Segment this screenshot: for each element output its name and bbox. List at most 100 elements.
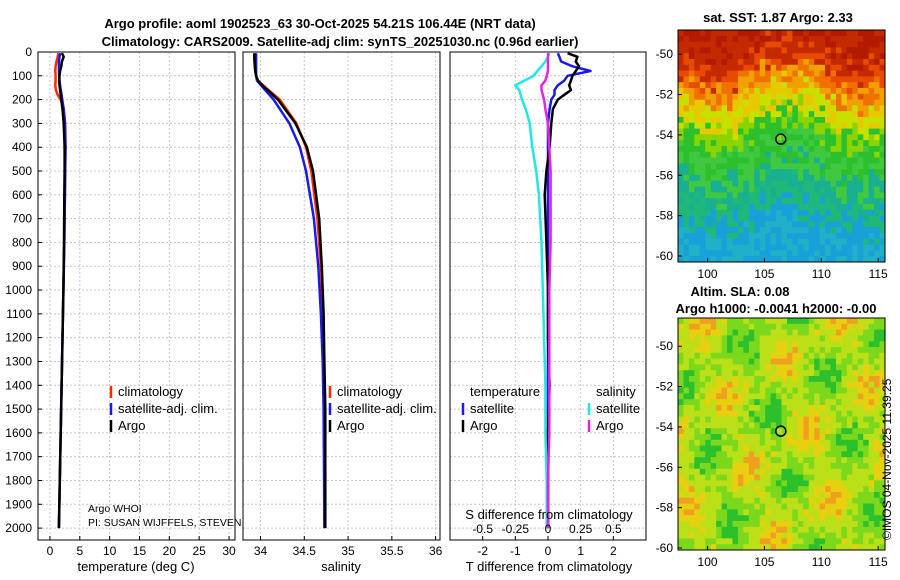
map-cell <box>803 341 810 348</box>
map-cell <box>732 76 739 83</box>
map-cell <box>808 532 815 539</box>
map-cell <box>732 358 739 365</box>
map-cell <box>852 381 859 388</box>
map-cell <box>863 347 870 354</box>
map-cell <box>841 352 848 359</box>
map-cell <box>852 439 859 446</box>
map-cell <box>776 151 782 158</box>
map-cell <box>786 474 793 481</box>
map-cell <box>727 370 733 377</box>
map-cell <box>732 192 739 199</box>
map-cell <box>846 451 853 458</box>
map-cell <box>732 209 739 216</box>
map-cell <box>819 256 826 263</box>
map-cell <box>721 376 728 383</box>
profile-line-argo <box>57 52 66 529</box>
map-cell <box>737 35 744 42</box>
map-cell <box>699 509 706 516</box>
map-cell <box>879 175 886 182</box>
map-cell <box>770 175 777 182</box>
map-cell <box>819 497 826 504</box>
map-cell <box>699 134 706 141</box>
map-cell <box>721 140 728 147</box>
map-cell <box>699 198 706 205</box>
map-cell <box>737 198 744 205</box>
map-cell <box>857 416 864 423</box>
map-cell <box>759 163 766 170</box>
map-cell <box>754 364 761 371</box>
map-cell <box>786 451 793 458</box>
map-cell <box>825 93 831 100</box>
map-cell <box>754 76 761 83</box>
map-cell <box>792 376 799 383</box>
map-cell <box>727 250 733 257</box>
map-cell <box>803 47 810 54</box>
map-cell <box>678 474 684 481</box>
map-cell <box>765 492 772 499</box>
map-cell <box>781 221 788 228</box>
map-cell <box>792 146 799 153</box>
map-cell <box>825 544 831 551</box>
map-cell <box>863 416 870 423</box>
map-cell <box>786 192 793 199</box>
map-cell <box>765 335 772 342</box>
map-cell <box>699 111 706 118</box>
map-cell <box>721 521 728 528</box>
map-cell <box>863 387 870 394</box>
map-cell <box>781 393 788 400</box>
map-cell <box>825 35 831 42</box>
map-cell <box>770 468 777 475</box>
map-cell <box>759 544 766 551</box>
map-cell <box>857 329 864 336</box>
map-cell <box>770 117 777 124</box>
map-cell <box>743 41 750 48</box>
map-cell <box>770 503 777 510</box>
map-cell <box>797 140 804 147</box>
map-cell <box>825 238 831 245</box>
map-cell <box>748 175 755 182</box>
map-cell <box>852 41 859 48</box>
map-cell <box>727 538 733 545</box>
map-cell <box>770 151 777 158</box>
map-cell <box>868 30 875 37</box>
map-cell <box>846 370 853 377</box>
map-cell <box>770 59 777 66</box>
map-cell <box>792 221 799 228</box>
map-cell <box>776 405 782 412</box>
map-cell <box>786 445 793 452</box>
map-cell <box>808 381 815 388</box>
map-cell <box>863 64 870 71</box>
map-cell <box>688 88 695 95</box>
map-cell <box>683 250 690 257</box>
map-cell <box>830 204 837 211</box>
map-cell <box>743 198 750 205</box>
map-cell <box>868 341 875 348</box>
map-cell <box>688 76 695 83</box>
map-cell <box>694 117 701 124</box>
map-cell <box>852 532 859 539</box>
map-cell <box>863 204 870 211</box>
map-cell <box>743 445 750 452</box>
map-cell <box>732 198 739 205</box>
map-cell <box>770 457 777 464</box>
map-cell <box>857 227 864 234</box>
map-cell <box>841 198 848 205</box>
map-cell <box>819 70 826 77</box>
map-cell <box>721 434 728 441</box>
map-cell <box>716 64 722 71</box>
map-cell <box>716 151 722 158</box>
map-cell <box>683 515 690 522</box>
map-cell <box>835 88 842 95</box>
map-cell <box>879 215 886 222</box>
map-cell <box>710 451 717 458</box>
map-cell <box>879 256 886 263</box>
map-cell <box>781 146 788 153</box>
map-cell <box>721 480 728 487</box>
map-cell <box>710 122 717 129</box>
map-cell <box>754 204 761 211</box>
map-cell <box>737 439 744 446</box>
map-cell <box>699 35 706 42</box>
map-cell <box>874 358 880 365</box>
map-cell <box>732 521 739 528</box>
map-cell <box>694 503 701 510</box>
